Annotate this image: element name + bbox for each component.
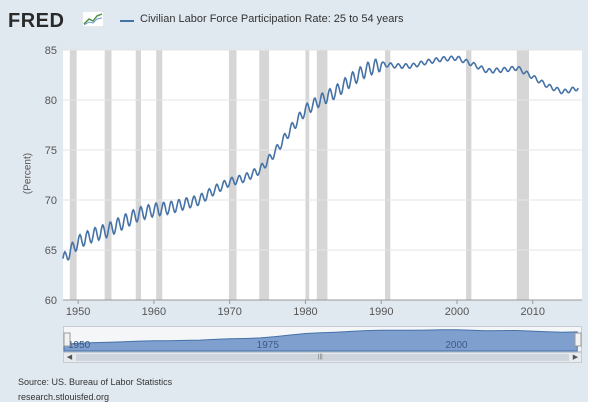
legend-swatch: [120, 20, 134, 22]
navigator-label: 2000: [445, 340, 468, 351]
recession-band: [156, 50, 163, 300]
navigator-handle[interactable]: [574, 332, 582, 347]
source-text: Source: US. Bureau of Labor Statistics: [18, 377, 173, 387]
recession-band: [305, 50, 310, 300]
y-tick-label: 70: [45, 195, 57, 207]
x-tick-label: 1960: [142, 306, 166, 318]
trend-chart-icon: [82, 11, 104, 27]
x-tick-label: 1980: [293, 306, 317, 318]
scroll-left-arrow-icon[interactable]: ◀: [66, 354, 73, 361]
recession-band: [385, 50, 391, 300]
x-tick-label: 2010: [521, 306, 545, 318]
y-tick-label: 75: [45, 145, 57, 157]
y-tick-label: 65: [45, 245, 57, 257]
y-tick-label: 80: [45, 95, 57, 107]
x-tick-label: 2000: [445, 306, 469, 318]
y-tick-label: 60: [45, 295, 57, 307]
range-scrollbar[interactable]: ◀ ||| ▶: [63, 352, 582, 363]
recession-band: [104, 50, 112, 300]
series-line: [62, 55, 579, 262]
recession-band: [135, 50, 142, 300]
navigator-label: 1975: [257, 340, 280, 351]
recession-band: [69, 50, 77, 300]
x-tick-label: 1970: [217, 306, 241, 318]
legend-label[interactable]: Civilian Labor Force Participation Rate:…: [140, 13, 404, 25]
scroll-right-arrow-icon[interactable]: ▶: [572, 354, 579, 361]
recession-band: [316, 50, 328, 300]
site-link[interactable]: research.stlouisfed.org: [18, 392, 110, 402]
navigator-handle[interactable]: [63, 332, 71, 347]
y-tick-label: 85: [45, 45, 57, 57]
navigator-label: 1950: [68, 340, 91, 351]
recession-band: [466, 50, 472, 300]
scroll-thumb[interactable]: [76, 354, 569, 361]
fred-logo[interactable]: FRED: [8, 10, 65, 32]
x-tick-label: 1990: [369, 306, 393, 318]
recession-band: [259, 50, 270, 300]
navigator-area: [63, 329, 578, 352]
scroll-grip-icon: |||: [318, 354, 323, 360]
recession-band: [516, 50, 529, 300]
recession-band: [228, 50, 237, 300]
x-tick-label: 1950: [66, 306, 90, 318]
